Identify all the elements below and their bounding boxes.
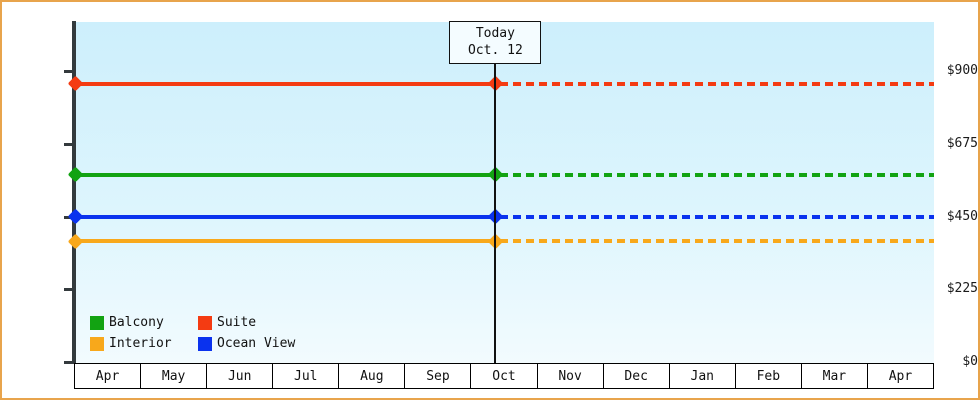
y-axis-line	[72, 21, 76, 364]
legend-item[interactable]: Balcony	[90, 312, 190, 333]
today-annotation-box: Today Oct. 12	[449, 21, 542, 64]
x-axis-month-cell[interactable]: Jan	[669, 364, 736, 388]
series-line-forecast-dashed	[500, 81, 934, 86]
y-tick-mark	[64, 142, 73, 146]
series-line-solid	[76, 81, 496, 86]
x-axis-month-cell[interactable]: May	[141, 364, 208, 388]
series-line-solid	[76, 239, 496, 244]
x-axis-month-cell[interactable]: Aug	[339, 364, 406, 388]
x-axis-month-cell[interactable]: Jul	[273, 364, 340, 388]
y-tick-label: $900	[946, 63, 978, 78]
legend-item[interactable]: Interior	[90, 333, 190, 354]
series-line-forecast-dashed	[500, 214, 934, 219]
x-axis-month-cell[interactable]: Apr	[867, 364, 934, 388]
x-axis-month-row: Apr May Jun Jul Aug Sep Oct Nov Dec Jan Feb Mar Apr	[74, 363, 934, 389]
y-tick-mark	[64, 70, 73, 73]
x-axis-month-cell[interactable]: Mar	[801, 364, 868, 388]
y-tick-label: $450	[946, 208, 978, 224]
series-line-solid	[76, 214, 496, 219]
y-tick-label: $675	[946, 135, 978, 151]
legend-item-label: Ocean View	[217, 336, 296, 351]
legend-color-swatch	[90, 336, 104, 351]
x-axis-month-cell[interactable]: Dec	[603, 364, 670, 388]
chart-legend: Balcony Suite Interior Ocean View	[90, 312, 295, 354]
series-line-forecast-dashed	[500, 172, 934, 177]
today-date: Oct. 12	[467, 43, 523, 58]
legend-item-label: Suite	[217, 315, 257, 330]
legend-item[interactable]: Suite	[198, 312, 295, 333]
today-label: Today	[475, 26, 515, 41]
y-tick-label: $0	[962, 354, 978, 369]
legend-color-swatch	[198, 336, 212, 351]
x-axis-month-cell[interactable]: Apr	[75, 364, 142, 388]
today-vertical-line	[494, 22, 497, 363]
legend-color-swatch	[90, 315, 104, 330]
y-tick-mark	[64, 361, 73, 364]
series-line-forecast-dashed	[500, 239, 934, 244]
legend-item[interactable]: Ocean View	[198, 333, 295, 354]
legend-color-swatch	[198, 315, 212, 330]
y-tick-mark	[64, 288, 73, 292]
legend-item-label: Balcony	[109, 315, 164, 330]
plot-area	[76, 22, 934, 363]
legend-item-label: Interior	[109, 336, 172, 351]
x-axis-month-cell[interactable]: Sep	[405, 364, 472, 388]
x-axis-month-cell[interactable]: Feb	[735, 364, 802, 388]
y-tick-label: $225	[946, 281, 978, 297]
x-axis-month-cell[interactable]: Nov	[537, 364, 604, 388]
x-axis-month-cell[interactable]: Jun	[207, 364, 274, 388]
series-line-solid	[76, 172, 496, 177]
x-axis-month-cell[interactable]: Oct	[471, 364, 538, 388]
